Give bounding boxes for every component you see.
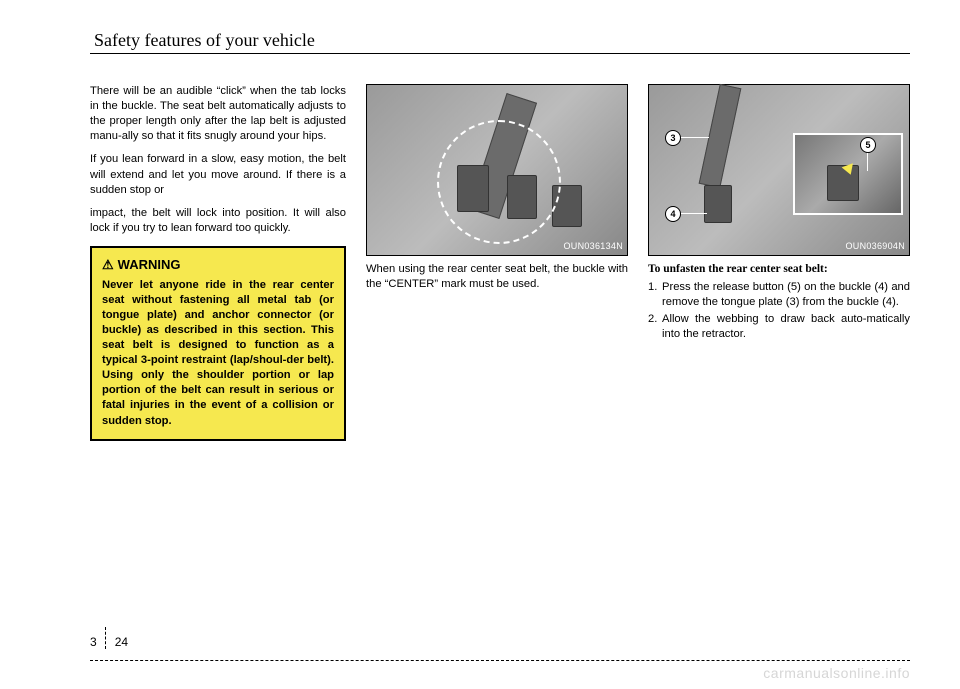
footer	[90, 660, 910, 661]
item1-text: Press the release button (5) on the buck…	[662, 280, 910, 310]
col1-para1: There will be an audible “click” when th…	[90, 84, 346, 144]
warning-title: WARNING	[118, 256, 181, 274]
column-3: 3 4 5 OUN036904N To unfasten the rear ce…	[648, 84, 910, 441]
figure-inset: 5	[793, 133, 903, 215]
page: Safety features of your vehicle There wi…	[0, 0, 960, 689]
warning-box: ⚠ WARNING Never let anyone ride in the r…	[90, 246, 346, 441]
belt-strap-2	[699, 84, 742, 188]
warning-body: Never let anyone ride in the rear center…	[102, 278, 334, 429]
section-number: 3	[90, 635, 97, 649]
col2-caption: When using the rear center seat belt, th…	[366, 262, 628, 292]
header-title: Safety features of your vehicle	[94, 30, 315, 50]
figure-unfasten: 3 4 5 OUN036904N	[648, 84, 910, 256]
figure-center-buckle: OUN036134N	[366, 84, 628, 256]
footer-rule	[90, 660, 910, 661]
callout-line-4	[679, 213, 707, 214]
callout-5: 5	[860, 137, 876, 153]
watermark: carmanualsonline.info	[763, 665, 910, 681]
column-1: There will be an audible “click” when th…	[90, 84, 346, 441]
list-item: 1. Press the release button (5) on the b…	[648, 280, 910, 310]
col1-para2: If you lean forward in a slow, easy moti…	[90, 152, 346, 197]
figure-code-1: OUN036134N	[563, 240, 623, 252]
page-number: 3 24	[90, 627, 128, 649]
callout-3: 3	[665, 130, 681, 146]
callout-4: 4	[665, 206, 681, 222]
warning-title-row: ⚠ WARNING	[102, 256, 334, 274]
pagenum-separator	[105, 627, 107, 649]
item2-text: Allow the webbing to draw back auto-mati…	[662, 312, 910, 342]
figure-code-2: OUN036904N	[845, 240, 905, 252]
callout-line-3	[679, 137, 709, 138]
page-value: 24	[115, 635, 128, 649]
col3-subhead: To unfasten the rear center seat belt:	[648, 262, 910, 278]
col1-para3: impact, the belt will lock into position…	[90, 206, 346, 236]
list-item: 2. Allow the webbing to draw back auto-m…	[648, 312, 910, 342]
item1-num: 1.	[648, 280, 662, 310]
column-2: OUN036134N When using the rear center se…	[366, 84, 628, 441]
buckle-main	[704, 185, 732, 223]
highlight-circle	[437, 120, 561, 244]
warning-icon: ⚠	[102, 256, 114, 274]
header-rule	[90, 53, 910, 54]
col3-list: 1. Press the release button (5) on the b…	[648, 280, 910, 342]
item2-num: 2.	[648, 312, 662, 342]
columns: There will be an audible “click” when th…	[90, 84, 910, 441]
page-header: Safety features of your vehicle	[90, 30, 910, 51]
